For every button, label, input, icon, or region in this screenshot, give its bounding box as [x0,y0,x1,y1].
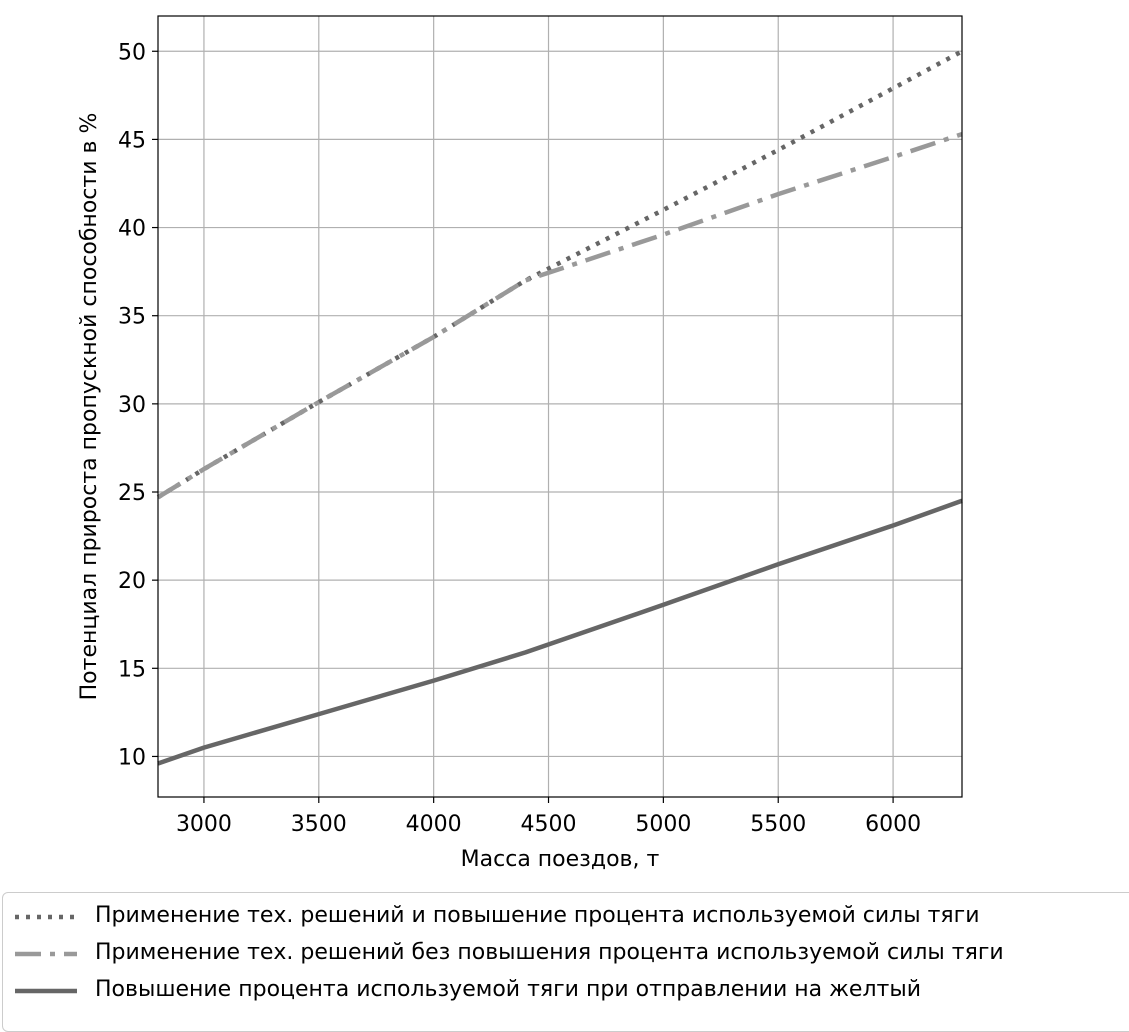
y-tick-label: 50 [118,40,146,65]
series-lines [156,49,964,766]
y-axis: 10 15 20 25 30 35 40 45 50 [118,40,158,770]
y-tick-label: 40 [118,217,146,242]
chart: 3000 3500 4000 4500 5000 5500 6000 10 15 20 25 30 3… [77,15,964,872]
y-tick-label: 45 [118,128,146,153]
y-tick-label: 25 [118,481,146,506]
legend-swatch-solid [15,988,77,994]
legend: Применение тех. решений и повышение проц… [2,892,1129,1032]
series-line-3 [157,498,963,766]
legend-item-series-3: Повышение процента используемой тяги при… [3,973,1129,1009]
x-axis-label: Масса поездов, т [461,847,660,872]
legend-swatch-dashdot [15,951,77,957]
y-axis-label: Потенциал прироста пропускной способност… [77,113,102,701]
x-tick-label: 5500 [750,812,806,837]
x-tick-label: 4500 [521,812,577,837]
series-line-2 [156,131,963,500]
x-tick-label: 3000 [176,812,232,837]
x-tick-label: 5000 [635,812,691,837]
legend-label: Применение тех. решений и повышение проц… [95,903,980,928]
x-tick-label: 6000 [865,812,921,837]
legend-label: Применение тех. решений без повышения пр… [95,940,1004,965]
legend-swatch-dotted [15,914,77,920]
y-tick-label: 35 [118,305,146,330]
legend-label: Повышение процента используемой тяги при… [95,977,922,1002]
legend-item-series-1: Применение тех. решений и повышение проц… [3,899,1129,935]
y-tick-label: 15 [118,657,146,682]
plot-frame [157,15,963,798]
grid [158,16,962,797]
legend-item-series-2: Применение тех. решений без повышения пр… [3,936,1129,972]
y-tick-label: 10 [118,745,146,770]
x-axis: 3000 3500 4000 4500 5000 5500 6000 [176,797,921,837]
y-tick-label: 30 [118,393,146,418]
x-tick-label: 4000 [406,812,462,837]
x-tick-label: 3500 [291,812,347,837]
y-tick-label: 20 [118,569,146,594]
series-line-1 [156,49,964,500]
